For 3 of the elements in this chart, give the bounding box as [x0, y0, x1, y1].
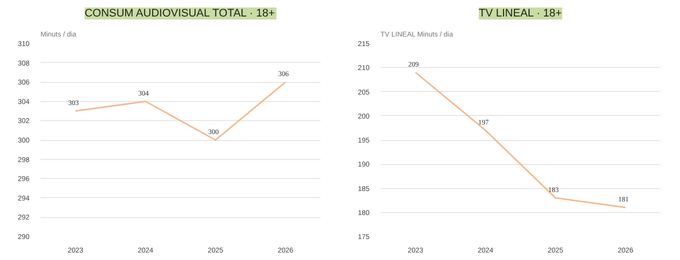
chart-title: CONSUM AUDIOVISUAL TOTAL · 18+ [84, 8, 275, 20]
chart-title: TV LINEAL · 18+ [478, 8, 562, 20]
line-series [414, 72, 626, 208]
